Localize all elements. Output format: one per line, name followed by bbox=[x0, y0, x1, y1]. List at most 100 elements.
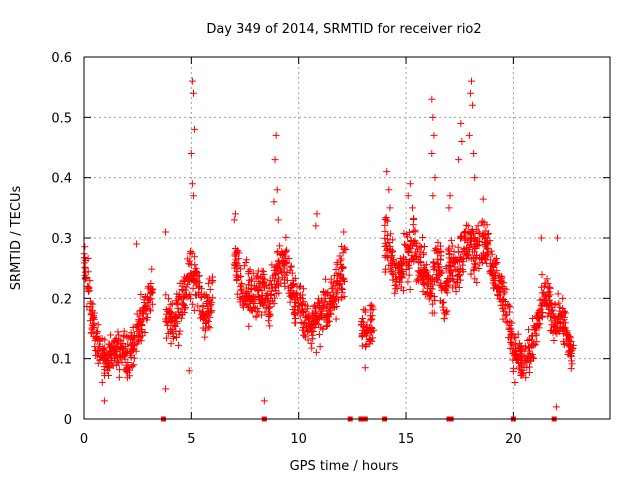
data-point bbox=[452, 288, 460, 296]
data-point bbox=[383, 235, 391, 243]
data-point bbox=[421, 265, 429, 273]
data-point bbox=[120, 353, 128, 361]
data-point bbox=[308, 344, 316, 352]
data-point bbox=[522, 374, 530, 382]
data-point bbox=[530, 355, 538, 363]
data-point bbox=[495, 284, 503, 292]
data-point bbox=[464, 238, 472, 246]
data-point bbox=[283, 268, 291, 276]
data-point-spike bbox=[162, 228, 170, 236]
data-point bbox=[180, 302, 188, 310]
data-point bbox=[500, 288, 508, 296]
data-point bbox=[148, 286, 156, 294]
data-point bbox=[435, 263, 443, 271]
data-point bbox=[100, 363, 108, 371]
data-point bbox=[265, 304, 273, 312]
data-point bbox=[511, 333, 519, 341]
data-point bbox=[552, 324, 560, 332]
data-point bbox=[107, 331, 115, 339]
data-point bbox=[283, 258, 291, 266]
data-point bbox=[446, 258, 454, 266]
data-point bbox=[269, 284, 277, 292]
grid-lines bbox=[84, 57, 610, 419]
data-point bbox=[361, 343, 369, 351]
data-point bbox=[308, 331, 316, 339]
data-point-spike bbox=[468, 77, 476, 85]
data-point-spike bbox=[446, 192, 454, 200]
data-point bbox=[308, 321, 316, 329]
data-point-spike bbox=[457, 119, 465, 127]
data-point bbox=[447, 266, 455, 274]
data-point bbox=[241, 292, 249, 300]
data-point bbox=[233, 276, 241, 284]
data-point bbox=[336, 279, 344, 287]
data-point bbox=[472, 237, 480, 245]
data-point bbox=[115, 373, 123, 381]
data-point bbox=[417, 243, 425, 251]
data-point bbox=[388, 268, 396, 276]
data-point bbox=[132, 347, 140, 355]
data-point bbox=[296, 294, 304, 302]
data-point bbox=[282, 233, 290, 241]
data-point bbox=[188, 249, 196, 257]
data-point bbox=[186, 295, 194, 303]
plot-frame bbox=[83, 56, 611, 420]
data-point bbox=[179, 294, 187, 302]
data-point bbox=[252, 313, 260, 321]
data-point bbox=[488, 250, 496, 258]
data-point bbox=[506, 303, 514, 311]
data-point-spike bbox=[385, 186, 393, 194]
data-point bbox=[473, 242, 481, 250]
data-point bbox=[464, 251, 472, 259]
data-point bbox=[175, 330, 183, 338]
data-point bbox=[543, 297, 551, 305]
data-point bbox=[258, 311, 266, 319]
data-point bbox=[548, 307, 556, 315]
data-point bbox=[202, 318, 210, 326]
data-point bbox=[180, 300, 188, 308]
data-point bbox=[338, 284, 346, 292]
data-point bbox=[119, 345, 127, 353]
data-point bbox=[309, 327, 317, 335]
data-point bbox=[175, 341, 183, 349]
data-point bbox=[471, 254, 479, 262]
data-point bbox=[510, 364, 518, 372]
data-point bbox=[472, 261, 480, 269]
data-point bbox=[471, 233, 479, 241]
data-point bbox=[436, 256, 444, 264]
data-point bbox=[260, 282, 268, 290]
data-point bbox=[163, 321, 171, 329]
data-point bbox=[332, 265, 340, 273]
data-point bbox=[297, 318, 305, 326]
data-point-spike bbox=[185, 367, 193, 375]
data-point bbox=[81, 272, 89, 280]
data-point bbox=[268, 261, 276, 269]
data-point bbox=[327, 275, 335, 283]
data-point bbox=[445, 250, 453, 258]
data-point-spike bbox=[455, 156, 463, 164]
data-point bbox=[367, 306, 375, 314]
data-point bbox=[428, 300, 436, 308]
data-point bbox=[205, 275, 213, 283]
data-point bbox=[259, 278, 267, 286]
data-point bbox=[567, 352, 575, 360]
data-point bbox=[162, 317, 170, 325]
data-point bbox=[108, 354, 116, 362]
data-point bbox=[242, 293, 250, 301]
data-point bbox=[320, 315, 328, 323]
data-point bbox=[90, 312, 98, 320]
data-point bbox=[447, 236, 455, 244]
data-point bbox=[441, 280, 449, 288]
data-point bbox=[405, 264, 413, 272]
y-tick-label: 0.2 bbox=[51, 292, 72, 307]
data-point bbox=[358, 314, 366, 322]
data-point bbox=[274, 264, 282, 272]
data-point bbox=[476, 259, 484, 267]
data-point bbox=[309, 335, 317, 343]
data-point bbox=[128, 363, 136, 371]
data-point bbox=[462, 221, 470, 229]
data-point bbox=[299, 320, 307, 328]
data-point bbox=[106, 359, 114, 367]
data-points bbox=[80, 77, 577, 411]
data-point bbox=[443, 289, 451, 297]
